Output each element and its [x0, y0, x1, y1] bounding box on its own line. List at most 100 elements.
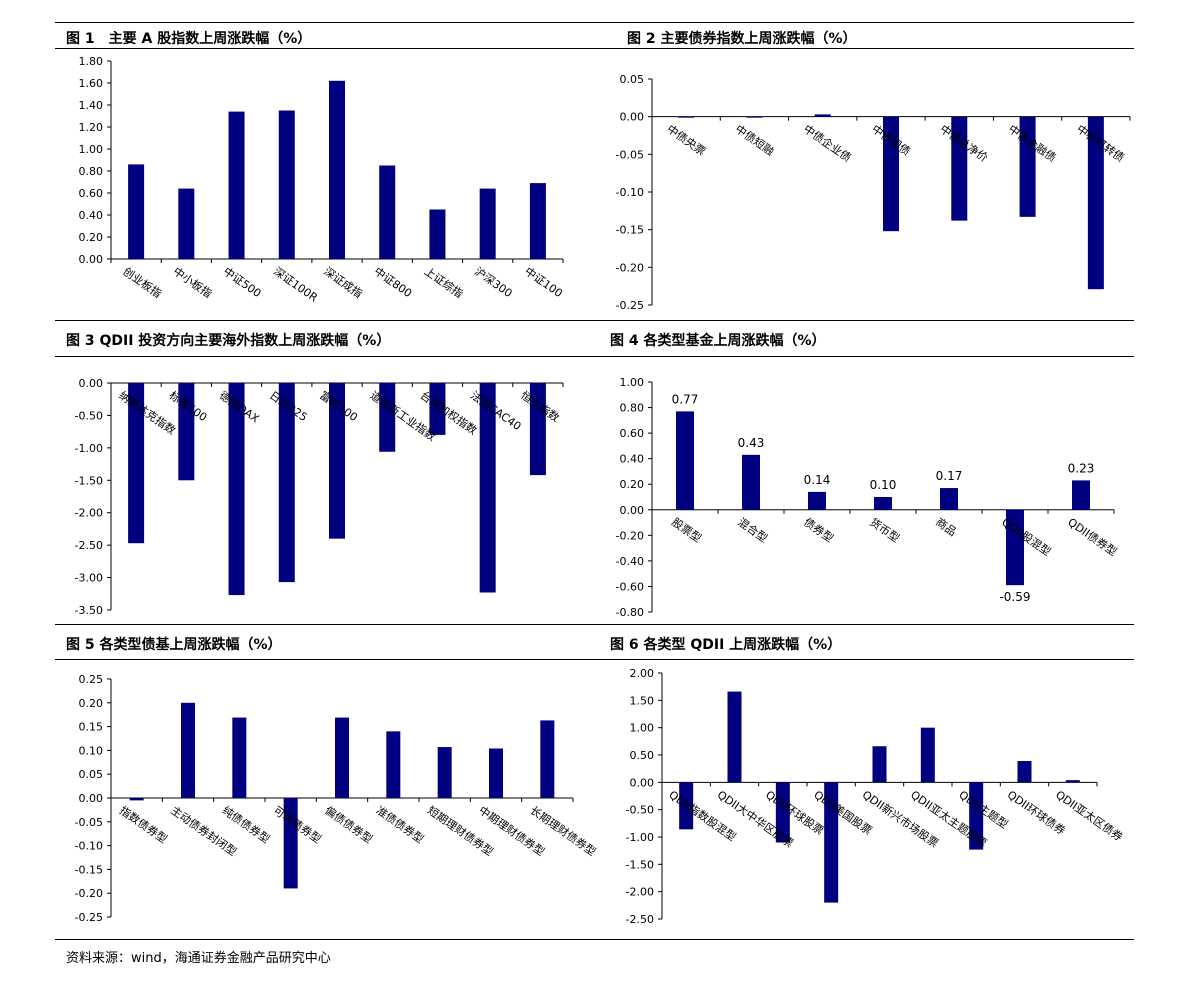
chart-3-title: 图 3 QDII 投资方向主要海外指数上周涨跌幅（%）: [66, 333, 391, 349]
chart-4-title: 图 4 各类型基金上周涨跌幅（%）: [610, 333, 826, 349]
bar: [746, 116, 763, 118]
y-tick-label: 0.00: [79, 253, 104, 266]
bar: [329, 383, 345, 539]
y-tick-label: -0.50: [626, 804, 654, 817]
bar: [386, 731, 401, 798]
rule-row3-top: [55, 624, 1134, 625]
y-tick-label: 0.80: [620, 402, 645, 415]
bar: [283, 798, 298, 889]
y-tick-label: 0.00: [79, 377, 104, 390]
y-tick-label: -1.50: [75, 474, 103, 487]
bar: [178, 188, 195, 259]
y-tick-label: 1.00: [79, 143, 104, 156]
bar: [678, 116, 695, 118]
data-label: 0.14: [804, 473, 831, 487]
bar: [808, 491, 826, 510]
y-tick-label: -1.00: [626, 831, 654, 844]
data-label: 0.17: [936, 469, 963, 483]
y-tick-label: 1.50: [630, 694, 655, 707]
y-tick-label: 0.25: [79, 673, 104, 686]
bar: [489, 748, 503, 798]
bar: [872, 746, 887, 783]
y-tick-label: 1.00: [620, 376, 645, 389]
bar: [969, 782, 984, 850]
bar: [874, 497, 892, 510]
y-tick-label: 1.40: [79, 99, 104, 112]
y-tick-label: 0.05: [79, 768, 104, 781]
bar: [727, 691, 742, 783]
bar: [1065, 780, 1080, 783]
rule-bottom: [55, 939, 1134, 940]
bar: [814, 114, 831, 117]
data-label: 0.77: [672, 392, 699, 406]
y-tick-label: 0.00: [79, 792, 104, 805]
y-tick-label: -0.15: [616, 224, 644, 237]
y-tick-label: -0.50: [75, 409, 103, 422]
y-tick-label: 0.15: [79, 721, 104, 734]
data-label: 0.10: [870, 478, 897, 492]
y-tick-label: -0.40: [616, 555, 644, 568]
y-tick-label: 1.60: [79, 77, 104, 90]
bar: [429, 209, 446, 259]
bar: [824, 782, 839, 903]
y-tick-label: -0.05: [616, 148, 644, 161]
y-tick-label: -2.50: [626, 913, 654, 926]
rule-row3: [55, 659, 1134, 660]
bar: [742, 454, 760, 510]
chart-6-title: 图 6 各类型 QDII 上周涨跌幅（%）: [610, 637, 842, 653]
bar: [329, 80, 345, 259]
bar: [379, 165, 396, 259]
bar: [775, 782, 790, 843]
bar: [1006, 509, 1024, 586]
y-tick-label: 0.00: [630, 776, 655, 789]
bar: [940, 488, 958, 510]
bar: [181, 702, 195, 798]
bar: [228, 383, 245, 596]
y-tick-label: -3.00: [75, 572, 103, 585]
bar: [1019, 116, 1036, 217]
y-tick-label: 0.60: [79, 187, 104, 200]
data-label: 0.23: [1068, 461, 1095, 475]
rule-row2: [55, 356, 1134, 357]
bar: [429, 383, 446, 435]
y-tick-label: 0.40: [79, 209, 104, 222]
bar: [379, 383, 396, 452]
y-tick-label: -0.25: [75, 911, 103, 924]
y-tick-label: 0.05: [620, 73, 645, 86]
category-label: QDII亚太区债券: [1053, 787, 1125, 844]
y-tick-label: -2.50: [75, 539, 103, 552]
bar: [129, 798, 144, 801]
y-tick-label: 0.10: [79, 744, 104, 757]
y-tick-label: 0.20: [79, 697, 104, 710]
bar: [1072, 480, 1090, 510]
chart-2-title: 图 2 主要债券指数上周涨跌幅（%）: [627, 31, 857, 47]
bar: [278, 383, 295, 583]
source-note: 资料来源：wind，海通证券金融产品研究中心: [66, 951, 331, 966]
bar: [883, 116, 899, 232]
bar: [278, 110, 295, 259]
y-tick-label: -0.05: [75, 816, 103, 829]
y-tick-label: 1.80: [79, 55, 104, 68]
bar: [1087, 116, 1104, 290]
bar: [679, 782, 694, 830]
bar: [479, 188, 496, 259]
y-tick-label: 0.50: [630, 749, 655, 762]
bar: [232, 717, 247, 798]
y-tick-label: -0.10: [616, 186, 644, 199]
y-tick-label: -0.20: [616, 261, 644, 274]
y-tick-label: 1.00: [630, 722, 655, 735]
rule-top: [55, 22, 1134, 23]
y-tick-label: 0.00: [620, 504, 645, 517]
y-tick-label: -1.50: [626, 858, 654, 871]
data-label: -0.59: [999, 590, 1030, 604]
y-tick-label: -0.25: [616, 299, 644, 312]
y-tick-label: -0.80: [616, 606, 644, 619]
bar: [228, 111, 245, 259]
rule-row1: [55, 48, 1134, 49]
y-tick-label: -3.50: [75, 604, 103, 617]
